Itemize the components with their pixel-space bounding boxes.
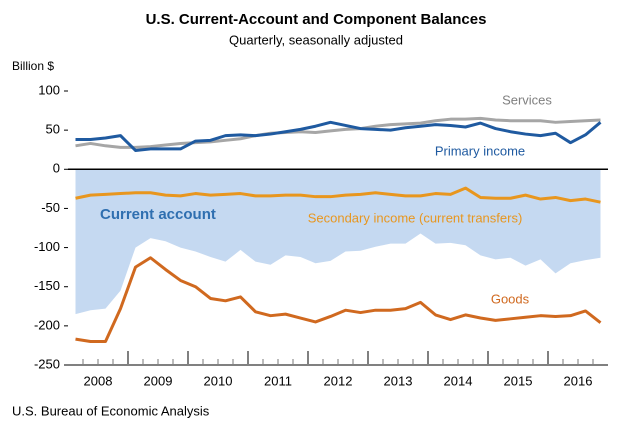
x-tick-label: 2012 [324,373,353,388]
line [75,186,601,204]
x-tick-label: 2009 [144,373,173,388]
line [75,120,602,152]
series-label: Secondary income (current transfers) [308,210,523,225]
chart-subtitle: Quarterly, seasonally adjusted [229,32,403,47]
line [75,116,601,149]
x-tick-label: 2011 [264,373,292,388]
source: U.S. Bureau of Economic Analysis [12,403,210,418]
line [75,256,602,344]
x-tick-label: 2008 [84,373,113,388]
y-tick-label: 100 [38,82,60,97]
series-label: Current account [100,206,216,223]
y-tick-label: -100 [34,239,60,254]
x-tick-label: 2016 [564,373,593,388]
y-tick-label: -50 [41,200,60,215]
y-tick-label: 0 [53,161,60,176]
area [75,169,601,315]
x-tick-label: 2013 [384,373,413,388]
y-axis-label: Billion $ [12,59,54,73]
series-label: Goods [491,291,530,306]
y-tick-label: -150 [34,278,60,293]
x-tick-label: 2010 [204,373,233,388]
series-label: Services [502,92,552,107]
x-tick-label: 2014 [444,373,473,388]
y-tick-label: 50 [46,122,60,137]
x-tick-label: 2015 [504,373,533,388]
y-tick-label: -250 [34,356,60,371]
series-label: Primary income [435,143,525,158]
chart-title: U.S. Current-Account and Component Balan… [146,11,487,28]
y-tick-label: -200 [34,317,60,332]
